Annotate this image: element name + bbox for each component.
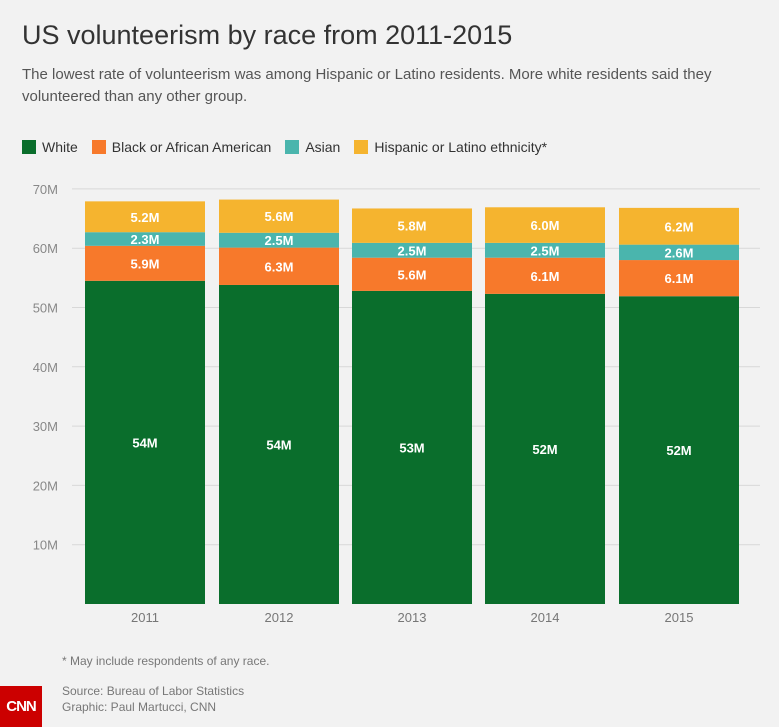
x-tick-label: 2014	[531, 610, 560, 625]
data-label: 6.3M	[265, 259, 294, 274]
chart-subtitle: The lowest rate of volunteerism was amon…	[22, 66, 712, 105]
bar-segment	[352, 208, 472, 243]
bar-segment	[619, 244, 739, 261]
legend-swatch	[285, 140, 300, 154]
data-label: 5.2M	[131, 210, 160, 225]
legend-swatch	[91, 140, 106, 154]
y-tick-label: 70M	[33, 182, 58, 197]
footnote: * May include respondents of any race.	[62, 654, 270, 668]
legend-label: Black or African American	[111, 139, 272, 155]
source: Source: Bureau of Labor Statistics	[62, 684, 245, 698]
legend-label: Hispanic or Latino ethnicity*	[374, 139, 548, 155]
bar-segment	[485, 242, 605, 258]
legend-item: White	[22, 139, 78, 155]
data-label: 6.0M	[531, 218, 560, 233]
data-label: 5.9M	[131, 256, 160, 271]
bar-segment	[485, 207, 605, 243]
legend-swatch	[22, 140, 36, 154]
x-tick-label: 2015	[665, 610, 694, 625]
bar-segment	[85, 232, 205, 246]
y-tick-label: 20M	[33, 478, 58, 493]
data-label: 5.6M	[398, 267, 427, 282]
y-tick-label: 50M	[33, 301, 58, 316]
bar-segment	[352, 242, 472, 258]
bar-segment	[619, 207, 739, 245]
bar-segment	[219, 232, 339, 248]
bar-segment	[85, 245, 205, 281]
legend-item: Hispanic or Latino ethnicity*	[354, 139, 547, 155]
legend-label: White	[42, 139, 78, 155]
y-tick-label: 30M	[33, 419, 58, 434]
data-label: 6.1M	[665, 271, 694, 286]
data-label: 5.6M	[265, 209, 294, 224]
credit: Graphic: Paul Martucci, CNN	[62, 700, 217, 714]
bar-segment	[485, 293, 605, 604]
source-credit: Source: Bureau of Labor Statistics Graph…	[62, 683, 244, 715]
data-label: 6.1M	[531, 269, 560, 284]
x-tick-label: 2012	[265, 610, 294, 625]
data-label: 54M	[266, 437, 291, 452]
bar-segment	[352, 290, 472, 604]
legend-item: Asian	[285, 139, 340, 155]
data-label: 2.3M	[131, 232, 160, 247]
y-tick-label: 10M	[33, 538, 58, 553]
legend-swatch	[354, 140, 369, 154]
data-label: 53M	[399, 440, 424, 455]
data-label: 2.6M	[665, 245, 694, 260]
y-tick-label: 60M	[33, 241, 58, 256]
stacked-bar-chart: 10M 20M 30M 40M 50M 60M 70M 54M 5.9M 2.3M 5.2M 2011…	[33, 182, 760, 625]
bar-segment	[219, 199, 339, 233]
data-label: 6.2M	[665, 219, 694, 234]
legend-label: Asian	[305, 139, 341, 155]
bar-segment	[619, 296, 739, 604]
bar-segment	[485, 257, 605, 294]
chart-title: US volunteerism by race from 2011-2015	[22, 20, 513, 50]
data-label: 2.5M	[531, 243, 560, 258]
data-label: 5.8M	[398, 219, 427, 234]
y-tick-label: 40M	[33, 360, 58, 375]
legend: White Black or African American Asian Hispa…	[22, 139, 547, 155]
bar-segment	[619, 260, 739, 297]
x-tick-label: 2011	[131, 610, 159, 625]
legend-item: Black or African American	[91, 139, 272, 155]
data-label: 54M	[132, 435, 157, 450]
cnn-logo: CNN	[0, 686, 42, 727]
bar-segment	[219, 247, 339, 285]
bar-segment	[352, 257, 472, 291]
data-label: 2.5M	[265, 233, 294, 248]
data-label: 52M	[666, 443, 691, 458]
bar-segment	[85, 201, 205, 233]
data-label: 2.5M	[398, 243, 427, 258]
x-tick-label: 2013	[398, 610, 427, 625]
bar-segment	[85, 280, 205, 604]
data-label: 52M	[532, 442, 557, 457]
bar-segment	[219, 284, 339, 604]
